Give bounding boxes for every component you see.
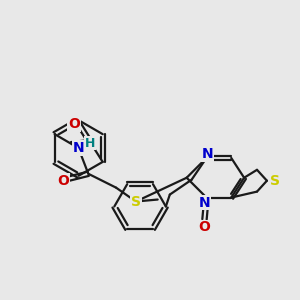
Text: N: N bbox=[202, 147, 213, 161]
Text: O: O bbox=[199, 220, 210, 234]
Text: N: N bbox=[199, 196, 210, 209]
Text: S: S bbox=[131, 194, 141, 208]
Text: H: H bbox=[85, 136, 95, 150]
Text: O: O bbox=[68, 117, 80, 131]
Text: N: N bbox=[73, 141, 84, 155]
Text: O: O bbox=[58, 174, 70, 188]
Text: S: S bbox=[270, 174, 280, 188]
